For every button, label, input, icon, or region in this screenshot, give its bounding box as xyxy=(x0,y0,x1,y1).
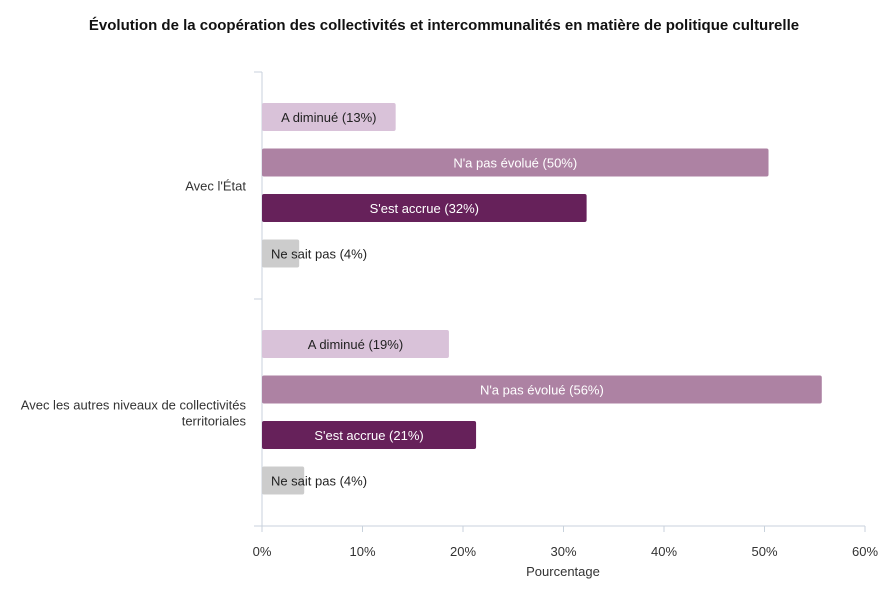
bar-label: N'a pas évolué (50%) xyxy=(453,156,577,171)
bar-label: S'est accrue (21%) xyxy=(314,428,423,443)
bar-label: S'est accrue (32%) xyxy=(370,201,479,216)
bar xyxy=(262,239,300,268)
x-tick-label: 0% xyxy=(253,544,272,559)
bar xyxy=(262,330,449,358)
bar xyxy=(262,194,587,222)
category-label: Avec l'État xyxy=(185,178,246,193)
x-tick-label: 20% xyxy=(450,544,476,559)
bar-label: Ne sait pas (4%) xyxy=(271,247,367,262)
bar xyxy=(262,375,822,404)
bar xyxy=(262,103,396,131)
bars: A diminué (13%) N'a pas évolué (50%) S'est… xyxy=(262,103,822,495)
chart-title: Évolution de la coopération des collecti… xyxy=(89,17,799,34)
x-tick-label: 40% xyxy=(651,544,677,559)
bar xyxy=(262,466,305,495)
x-tick-label: 30% xyxy=(550,544,576,559)
bar xyxy=(262,421,477,449)
bar-label: A diminué (19%) xyxy=(308,337,403,352)
axes: 0% 10% 20% 30% 40% 50% 60% xyxy=(253,71,878,559)
category-label: Avec les autres niveaux de collectivités… xyxy=(21,397,247,428)
x-tick-label: 10% xyxy=(349,544,375,559)
x-axis-title: Pourcentage xyxy=(526,564,600,579)
x-tick-label: 60% xyxy=(852,544,878,559)
x-tick-label: 50% xyxy=(751,544,777,559)
bar-label: Ne sait pas (4%) xyxy=(271,474,367,489)
bar xyxy=(262,148,769,177)
bar-label: N'a pas évolué (56%) xyxy=(480,383,604,398)
category-labels: Avec l'État Avec les autres niveaux de co… xyxy=(21,178,247,428)
bar-label: A diminué (13%) xyxy=(281,110,376,125)
